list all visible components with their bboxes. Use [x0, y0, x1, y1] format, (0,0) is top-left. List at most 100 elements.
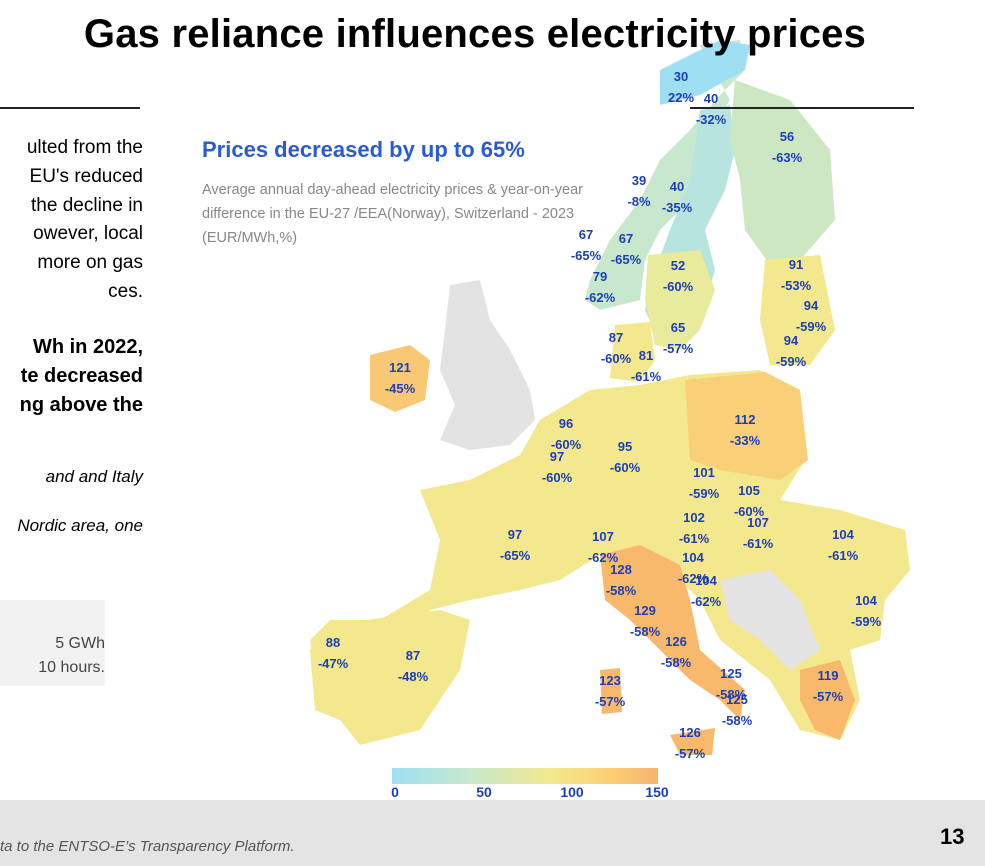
- region-price: 67: [578, 227, 594, 242]
- region-label: 94 -59%: [776, 330, 806, 372]
- region-change: -32%: [695, 112, 727, 127]
- region-price: 56: [779, 129, 795, 144]
- region-label: 91 -53%: [781, 254, 811, 296]
- region-change: -61%: [630, 369, 662, 384]
- region-label: 126 -57%: [675, 722, 705, 764]
- body-line-2: EU's reduced: [29, 166, 143, 187]
- finland-shape: [730, 80, 835, 265]
- footnote: ta to the ENTSO-E’s Transparency Platfor…: [0, 838, 295, 855]
- region-price: 129: [634, 603, 656, 618]
- region-change: -57%: [662, 341, 694, 356]
- region-price: 125: [720, 666, 742, 681]
- region-change: -60%: [662, 279, 694, 294]
- region-price: 94: [803, 298, 819, 313]
- region-change: -45%: [384, 381, 416, 396]
- region-label: 94 -59%: [796, 295, 826, 337]
- region-label: 104 -59%: [851, 590, 881, 632]
- map-headline: Prices decreased by up to 65%: [202, 137, 525, 162]
- region-price: 105: [738, 483, 760, 498]
- region-price: 101: [693, 465, 715, 480]
- region-price: 104: [682, 550, 704, 565]
- footer-bar: [0, 800, 985, 866]
- region-price: 95: [617, 439, 633, 454]
- region-change: -59%: [775, 354, 807, 369]
- region-label: 123 -57%: [595, 670, 625, 712]
- note-line-1: 5 GWh: [55, 635, 105, 652]
- region-change: -57%: [812, 689, 844, 704]
- legend-tick: 150: [645, 784, 669, 800]
- region-price: 102: [683, 510, 705, 525]
- sweden-south-shape: [645, 250, 715, 350]
- region-price: 107: [747, 515, 769, 530]
- region-label: 30 22%: [668, 66, 694, 108]
- region-label: 40 -32%: [696, 88, 726, 130]
- region-price: 97: [549, 449, 565, 464]
- note-line-2: 10 hours.: [38, 659, 105, 676]
- region-change: -57%: [594, 694, 626, 709]
- region-label: 107 -62%: [588, 526, 618, 568]
- region-change: -62%: [690, 594, 722, 609]
- region-label: 121 -45%: [385, 357, 415, 399]
- region-change: -63%: [771, 150, 803, 165]
- region-label: 128 -58%: [606, 559, 636, 601]
- region-price: 40: [669, 179, 685, 194]
- sardinia-shape: [600, 668, 622, 714]
- region-label: 40 -35%: [662, 176, 692, 218]
- region-change: -62%: [584, 290, 616, 305]
- region-price: 87: [405, 648, 421, 663]
- region-label: 81 -61%: [631, 345, 661, 387]
- region-change: -61%: [827, 548, 859, 563]
- italy-shape: [600, 545, 745, 720]
- region-price: 81: [638, 348, 654, 363]
- legend-tick: 50: [476, 784, 492, 800]
- region-change: -58%: [605, 583, 637, 598]
- region-price: 104: [832, 527, 854, 542]
- region-label: 87 -48%: [398, 645, 428, 687]
- region-label: 104 -61%: [828, 524, 858, 566]
- bold-line-1: Wh in 2022,: [32, 336, 143, 358]
- bold-line-2: te decreased: [20, 365, 143, 387]
- region-label: 56 -63%: [772, 126, 802, 168]
- region-label: 79 -62%: [585, 266, 615, 308]
- region-change: -53%: [780, 278, 812, 293]
- region-label: 105 -60%: [734, 480, 764, 522]
- region-price: 97: [507, 527, 523, 542]
- region-price: 125: [726, 692, 748, 707]
- sicily-shape: [670, 728, 715, 755]
- legend-tick: 100: [560, 784, 584, 800]
- region-change: -60%: [600, 351, 632, 366]
- note-box: [0, 600, 105, 686]
- spain-shape: [310, 610, 470, 745]
- region-change: -47%: [317, 656, 349, 671]
- norway-shape: [585, 40, 745, 310]
- region-label: 101 -59%: [689, 462, 719, 504]
- region-change: -65%: [499, 548, 531, 563]
- region-label: 102 -61%: [679, 507, 709, 549]
- italic-line-1: and and Italy: [45, 467, 143, 486]
- region-change: -58%: [721, 713, 753, 728]
- region-change: -8%: [627, 194, 651, 209]
- region-change: -61%: [678, 531, 710, 546]
- poland-shape: [685, 372, 808, 480]
- region-change: -58%: [660, 655, 692, 670]
- region-change: -35%: [661, 200, 693, 215]
- region-label: 104 -62%: [691, 570, 721, 612]
- region-price: 91: [788, 257, 804, 272]
- region-change: -60%: [541, 470, 573, 485]
- balkans-shape: [720, 570, 820, 670]
- region-label: 96 -60%: [551, 413, 581, 455]
- baltics-shape: [760, 255, 835, 365]
- region-label: 39 -8%: [627, 170, 650, 212]
- region-label: 97 -60%: [542, 446, 572, 488]
- page-number: 13: [940, 824, 965, 849]
- region-price: 126: [665, 634, 687, 649]
- region-price: 65: [670, 320, 686, 335]
- region-price: 39: [631, 173, 647, 188]
- region-change: -33%: [729, 433, 761, 448]
- page-title: Gas reliance influences electricity pric…: [83, 12, 867, 56]
- region-change: -57%: [674, 746, 706, 761]
- region-change: -59%: [850, 614, 882, 629]
- region-change: -62%: [587, 550, 619, 565]
- denmark-shape: [610, 322, 655, 382]
